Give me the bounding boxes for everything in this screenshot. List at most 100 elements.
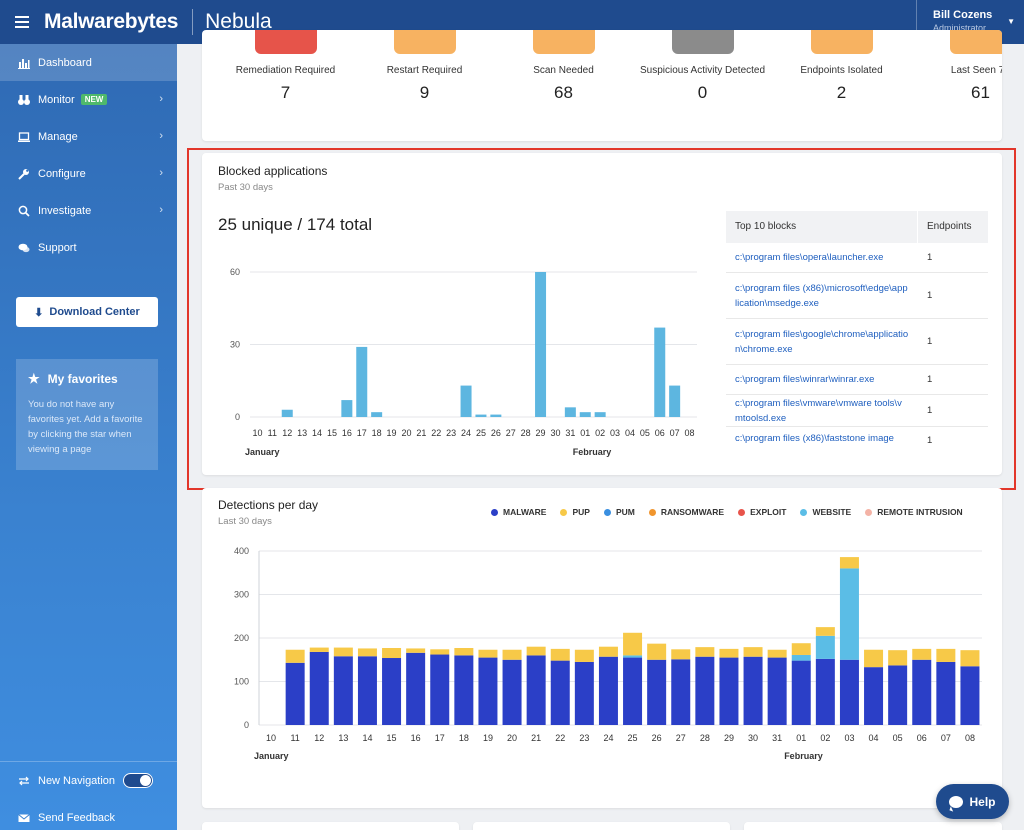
bar-segment-malware[interactable] — [960, 666, 980, 725]
bar-segment-malware[interactable] — [309, 651, 329, 725]
bar-segment-malware[interactable] — [671, 659, 691, 725]
legend-item[interactable]: MALWARE — [491, 507, 546, 517]
bar-segment-pup[interactable] — [864, 649, 884, 668]
bar-segment-malware[interactable] — [454, 655, 474, 725]
bar-segment-pup[interactable] — [960, 650, 980, 667]
bar-segment-malware[interactable] — [430, 654, 450, 725]
status-tile[interactable]: Last Seen 7+ 61 — [911, 30, 1002, 102]
bar-segment-malware[interactable] — [815, 658, 835, 725]
legend-item[interactable]: WEBSITE — [800, 507, 851, 517]
brand-logo[interactable]: Malwarebytes — [44, 10, 178, 34]
sidebar-item-manage[interactable]: Manage › — [0, 118, 177, 155]
bar-segment-malware[interactable] — [526, 655, 546, 725]
block-path-link[interactable]: c:\program files\opera\launcher.exe — [735, 252, 884, 263]
user-menu[interactable]: Bill Cozens Administrator ▼ — [916, 0, 1024, 44]
bar-segment-pup[interactable] — [550, 648, 570, 661]
bar[interactable] — [341, 400, 353, 417]
sidebar-item-monitor[interactable]: Monitor NEW › — [0, 81, 177, 118]
legend-item[interactable]: PUM — [603, 507, 635, 517]
bar-segment-malware[interactable] — [888, 665, 908, 725]
new-navigation-toggle[interactable] — [123, 773, 154, 788]
bar[interactable] — [460, 385, 472, 417]
status-tile[interactable]: Endpoints Isolated 2 — [772, 30, 911, 102]
bar-segment-pup[interactable] — [382, 648, 402, 659]
bar[interactable] — [579, 412, 591, 417]
bar-segment-pup[interactable] — [936, 648, 956, 662]
sidebar-item-dashboard[interactable]: Dashboard — [0, 44, 177, 81]
bar-segment-pup[interactable] — [767, 649, 787, 658]
bar-segment-malware[interactable] — [743, 656, 763, 725]
sidebar-item-support[interactable]: Support — [0, 229, 177, 266]
bar-segment-malware[interactable] — [912, 659, 932, 725]
bar-segment-pup[interactable] — [285, 649, 305, 663]
sidebar-item-configure[interactable]: Configure › — [0, 155, 177, 192]
bar-segment-pup[interactable] — [695, 647, 715, 657]
hamburger-menu-icon[interactable] — [0, 0, 44, 44]
bar-segment-pup[interactable] — [478, 649, 498, 658]
bar-segment-website[interactable] — [839, 568, 859, 660]
bar-segment-malware[interactable] — [623, 657, 643, 725]
bar-segment-pup[interactable] — [647, 643, 667, 660]
bar-segment-malware[interactable] — [719, 657, 739, 725]
status-tile[interactable]: Scan Needed 68 — [494, 30, 633, 102]
bar-segment-pup[interactable] — [791, 643, 811, 655]
bar-segment-malware[interactable] — [936, 661, 956, 725]
legend-item[interactable]: PUP — [560, 507, 590, 517]
download-center-button[interactable]: ⬇ Download Center — [16, 297, 158, 327]
bar-segment-pup[interactable] — [888, 650, 908, 666]
bar-segment-malware[interactable] — [767, 657, 787, 725]
bar[interactable] — [475, 414, 487, 417]
bar-segment-website[interactable] — [623, 655, 643, 658]
bar-segment-pup[interactable] — [623, 632, 643, 656]
bar[interactable] — [594, 412, 606, 417]
bar-segment-pup[interactable] — [309, 647, 329, 652]
block-path-link[interactable]: c:\program files\google\chrome\applicati… — [735, 328, 909, 355]
bar-segment-pup[interactable] — [526, 646, 546, 656]
send-feedback-link[interactable]: Send Feedback — [0, 799, 177, 830]
bar-segment-pup[interactable] — [671, 649, 691, 660]
bar-segment-website[interactable] — [815, 635, 835, 659]
status-tile[interactable]: Restart Required 9 — [355, 30, 494, 102]
block-path-link[interactable]: c:\program files (x86)\microsoft\edge\ap… — [735, 282, 908, 309]
bar-segment-pup[interactable] — [333, 647, 353, 657]
bar-segment-malware[interactable] — [839, 659, 859, 725]
status-tile[interactable]: Remediation Required 7 — [216, 30, 355, 102]
bar-segment-pup[interactable] — [598, 646, 618, 657]
bar-segment-malware[interactable] — [285, 662, 305, 725]
bar[interactable] — [669, 385, 681, 417]
bar[interactable] — [654, 327, 666, 417]
block-path-link[interactable]: c:\program files\vmware\vmware tools\vmt… — [735, 397, 902, 424]
bar-segment-malware[interactable] — [550, 660, 570, 725]
legend-item[interactable]: RANSOMWARE — [648, 507, 724, 517]
bar-segment-pup[interactable] — [406, 648, 426, 653]
bar-segment-pup[interactable] — [454, 648, 474, 656]
bar[interactable] — [371, 412, 383, 417]
block-path-link[interactable]: c:\program files (x86)\faststone image — [735, 433, 894, 444]
bar-segment-malware[interactable] — [791, 660, 811, 725]
bar-segment-pup[interactable] — [430, 649, 450, 655]
sidebar-item-investigate[interactable]: Investigate › — [0, 192, 177, 229]
bar[interactable] — [490, 414, 502, 417]
bar-segment-pup[interactable] — [719, 648, 739, 658]
bar-segment-website[interactable] — [791, 654, 811, 661]
bar-segment-pup[interactable] — [912, 648, 932, 660]
bar-segment-malware[interactable] — [574, 661, 594, 725]
column-header-top-blocks[interactable]: Top 10 blocks — [726, 211, 918, 243]
bar-segment-malware[interactable] — [478, 657, 498, 725]
bar-segment-pup[interactable] — [815, 627, 835, 636]
status-tile[interactable]: Suspicious Activity Detected 0 — [633, 30, 772, 102]
bar-segment-pup[interactable] — [839, 557, 859, 569]
bar-segment-pup[interactable] — [502, 649, 522, 660]
bar[interactable] — [564, 407, 576, 417]
bar-segment-pup[interactable] — [357, 648, 377, 657]
bar[interactable] — [535, 272, 547, 417]
bar-segment-malware[interactable] — [382, 658, 402, 725]
column-header-endpoints[interactable]: Endpoints — [927, 221, 972, 232]
bar-segment-malware[interactable] — [357, 656, 377, 725]
bar-segment-malware[interactable] — [598, 656, 618, 725]
bar-segment-malware[interactable] — [695, 656, 715, 725]
bar-segment-malware[interactable] — [333, 656, 353, 725]
bar[interactable] — [356, 346, 368, 417]
bar-segment-pup[interactable] — [743, 647, 763, 657]
bar-segment-malware[interactable] — [502, 659, 522, 725]
